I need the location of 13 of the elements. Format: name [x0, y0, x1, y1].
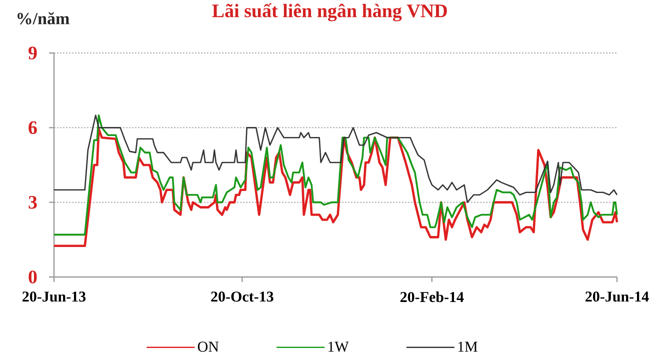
y-tick-label: 9	[28, 46, 37, 60]
x-tick-label: 20-Jun-14	[586, 292, 649, 302]
y-axis-title: %/năm	[18, 12, 70, 24]
y-tick-label: 0	[28, 270, 37, 284]
y-tick-label: 3	[28, 196, 37, 209]
x-tick-label: 20-Oct-13	[211, 292, 274, 302]
legend-label: ON	[198, 342, 219, 352]
x-tick-label: 20-Feb-14	[400, 292, 464, 302]
legend-label: 1M	[458, 342, 478, 352]
chart-title: Lãi suất liên ngân hàng VND	[212, 3, 447, 22]
y-tick-label: 6	[28, 121, 37, 134]
x-tick-label: 20-Jun-13	[22, 292, 86, 302]
legend-label: 1W	[328, 342, 349, 352]
